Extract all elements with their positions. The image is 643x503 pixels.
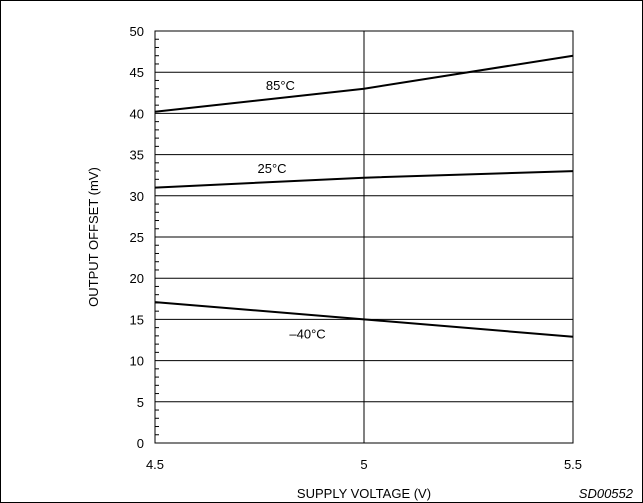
x-tick-label: 4.5	[146, 457, 164, 472]
plot-area-border	[154, 30, 574, 444]
series-labels: 85°C 25°C –40°C	[258, 78, 326, 342]
y-tick-label: 40	[130, 106, 144, 121]
y-tick-label: 5	[137, 395, 144, 410]
x-tick-label: 5	[360, 457, 367, 472]
series-line	[154, 54, 574, 113]
y-tick-labels: 0 5 10 15 20 25 30 35 40 45 50	[130, 24, 144, 451]
x-tick-label: 5.5	[564, 457, 582, 472]
y-tick-label: 30	[130, 189, 144, 204]
x-tick-labels: 4.5 5 5.5	[146, 457, 582, 472]
figure-code: SD00552	[579, 486, 634, 501]
grid	[155, 31, 573, 443]
y-axis-label: OUTPUT OFFSET (mV)	[86, 167, 101, 307]
series-label: 25°C	[258, 161, 287, 176]
series-line	[154, 301, 574, 338]
y-tick-label: 0	[137, 436, 144, 451]
y-tick-label: 45	[130, 65, 144, 80]
y-tick-label: 25	[130, 230, 144, 245]
y-tick-label: 50	[130, 24, 144, 39]
x-axis-label: SUPPLY VOLTAGE (V)	[297, 486, 431, 501]
series-label: 85°C	[266, 78, 295, 93]
series-lines	[154, 54, 574, 338]
series-line	[154, 170, 574, 189]
y-tick-label: 15	[130, 312, 144, 327]
y-tick-label: 10	[130, 354, 144, 369]
series-label: –40°C	[289, 327, 325, 342]
y-tick-label: 35	[130, 148, 144, 163]
y-tick-label: 20	[130, 271, 144, 286]
